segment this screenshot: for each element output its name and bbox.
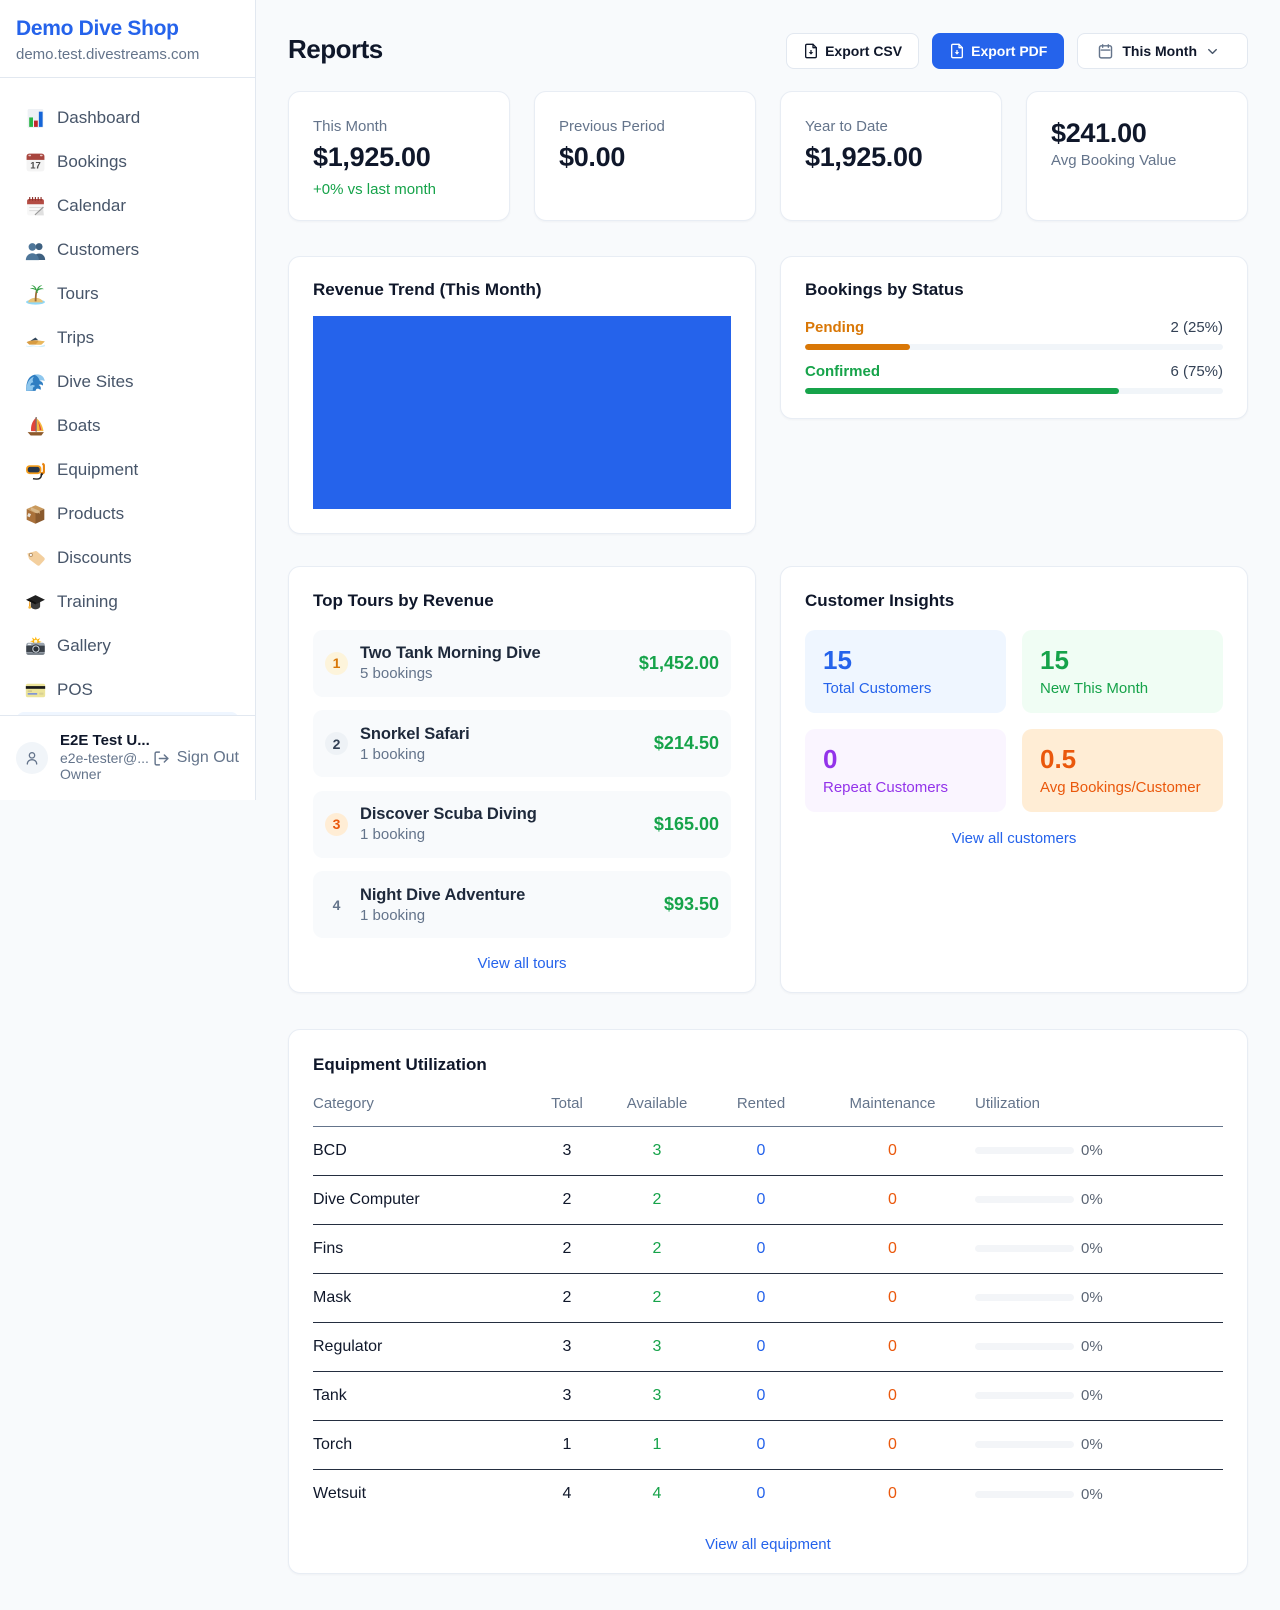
svg-text:17: 17: [30, 160, 41, 171]
